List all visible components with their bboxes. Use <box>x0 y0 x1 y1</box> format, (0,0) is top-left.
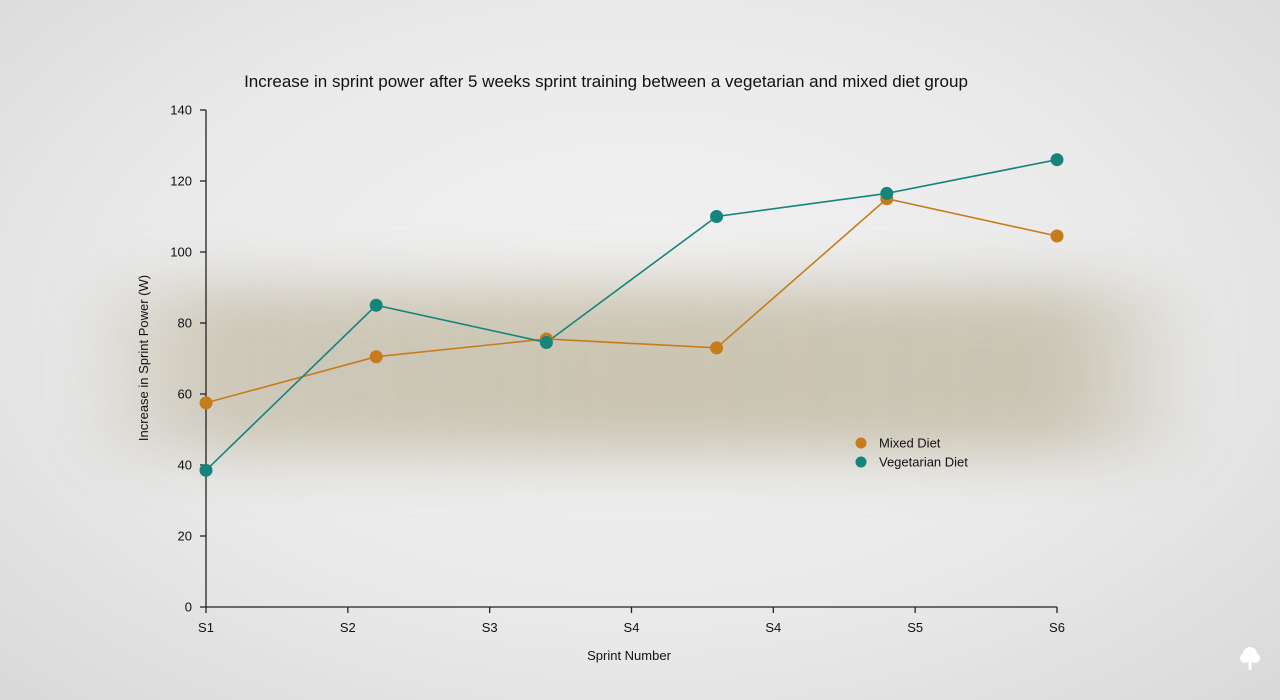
series-1-point-2 <box>539 336 553 350</box>
x-tick-label: S3 <box>482 620 498 635</box>
x-tick-label: S4 <box>765 620 781 635</box>
series-1-point-0 <box>199 463 213 477</box>
series-line-1 <box>205 158 1058 471</box>
x-tick-label: S6 <box>1049 620 1065 635</box>
legend-marker-0 <box>855 437 867 449</box>
tree-logo-icon <box>1240 647 1260 670</box>
y-axis-label: Increase in Sprint Power (W) <box>136 275 151 441</box>
y-tick-label: 20 <box>178 529 192 544</box>
y-tick-label: 60 <box>178 387 192 402</box>
y-tick-label: 120 <box>170 174 192 189</box>
x-tick-label: S2 <box>340 620 356 635</box>
series-0-point-0 <box>199 396 213 410</box>
series-lines <box>205 158 1058 471</box>
axes: 0 20 40 60 80 100 120 140 S1 S2 S3 S4 S4 S5 S6 <box>170 103 1065 636</box>
y-tick-label: 80 <box>178 316 192 331</box>
y-tick-label: 100 <box>170 245 192 260</box>
y-tick-label: 0 <box>185 600 192 615</box>
x-tick-label: S1 <box>198 620 214 635</box>
chart-title: Increase in sprint power after 5 weeks s… <box>244 72 968 91</box>
legend-label-0: Mixed Diet <box>879 436 941 451</box>
series-0-point-3 <box>710 341 724 355</box>
legend: Mixed Diet Vegetarian Diet <box>855 436 968 470</box>
series-1-point-3 <box>710 210 724 223</box>
x-tick-label: S5 <box>907 620 923 635</box>
series-line-0 <box>205 197 1058 404</box>
series-points <box>199 153 1064 477</box>
x-tick-label: S4 <box>624 620 640 635</box>
y-tick-label: 40 <box>178 458 192 473</box>
legend-marker-1 <box>855 456 867 468</box>
series-1-point-4 <box>880 186 894 200</box>
series-1-point-5 <box>1050 153 1064 167</box>
x-axis-label: Sprint Number <box>587 648 671 663</box>
series-0-point-5 <box>1050 229 1064 243</box>
legend-label-1: Vegetarian Diet <box>879 455 968 470</box>
background-band <box>90 285 1190 455</box>
y-tick-label: 140 <box>170 103 192 118</box>
series-0-point-1 <box>369 350 383 364</box>
series-1-point-1 <box>369 298 383 312</box>
